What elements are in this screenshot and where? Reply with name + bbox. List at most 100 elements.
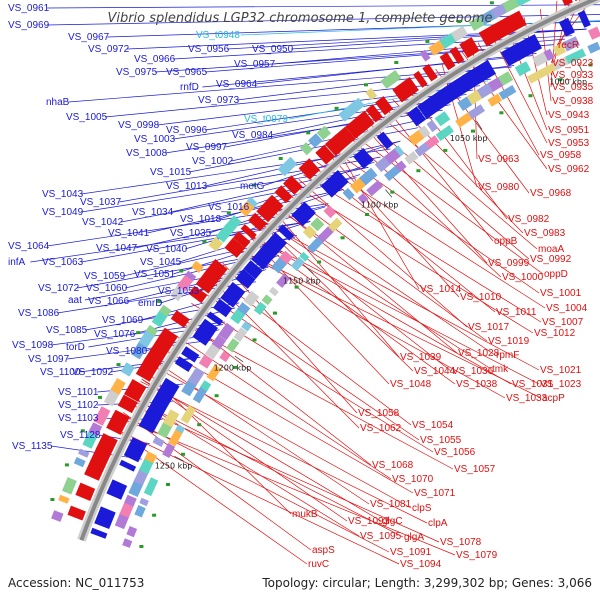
gene-label-forward[interactable]: aat [68, 295, 82, 306]
gene-label-reverse[interactable]: VS_0943 [548, 110, 590, 121]
gene-label-reverse[interactable]: glgA [404, 532, 424, 543]
gene-label-forward[interactable]: VS_1066 [88, 296, 130, 307]
gene-label-reverse[interactable]: VS_0983 [524, 228, 566, 239]
gene-label-forward[interactable]: VS_1042 [82, 217, 124, 228]
gene-label-forward[interactable]: VS_1072 [38, 283, 80, 294]
gene-label-reverse[interactable]: VS_0968 [530, 188, 572, 199]
gene-label-forward[interactable]: VS_1085 [46, 325, 88, 336]
gene-label-forward[interactable]: VS_1060 [86, 283, 128, 294]
gene-label-reverse[interactable]: VS_1062 [360, 423, 402, 434]
gene-label-forward[interactable]: VS_0975 [116, 67, 158, 78]
gene-label-forward[interactable]: rnfD [180, 82, 199, 93]
gene-label-forward[interactable]: VS_1016 [208, 202, 250, 213]
gene-label-reverse[interactable]: VS_1014 [420, 284, 462, 295]
gene-label-reverse[interactable]: VS_1071 [414, 488, 456, 499]
gene-label-forward[interactable]: VS_1051 [134, 269, 176, 280]
gene-label-reverse[interactable]: glgC [382, 516, 403, 527]
gene-label-reverse[interactable]: VS_0992 [530, 254, 572, 265]
gene-label-reverse[interactable]: tmk [492, 364, 509, 375]
gene-label-forward[interactable]: VS_1040 [146, 244, 188, 255]
gene-label-reverse[interactable]: VS_1058 [358, 408, 400, 419]
gene-label-forward[interactable]: VS_1018 [180, 214, 222, 225]
gene-label-reverse[interactable]: VS_1033 [506, 393, 548, 404]
gene-label-reverse[interactable]: VS_0980 [478, 182, 520, 193]
gene-label-reverse[interactable]: VS_1021 [540, 365, 582, 376]
gene-label-reverse[interactable]: VS_1094 [400, 559, 442, 570]
gene-label-forward[interactable]: VS_1053 [158, 286, 200, 297]
gene-label-reverse[interactable]: VS_1044 [414, 366, 456, 377]
gene-label-forward[interactable]: VS_t0948 [196, 30, 240, 41]
gene-label-forward[interactable]: VS_1101 [58, 387, 99, 398]
gene-label-reverse[interactable]: VS_0963 [478, 154, 520, 165]
gene-label-forward[interactable]: torD [66, 342, 85, 353]
gene-label-forward[interactable]: VS_0972 [88, 44, 130, 55]
gene-label-reverse[interactable]: VS_1039 [400, 352, 442, 363]
gene-label-reverse[interactable]: VS_1023 [540, 379, 582, 390]
gene-label-forward[interactable]: infA [8, 257, 26, 268]
gene-label-reverse[interactable]: VS_0962 [548, 164, 590, 175]
gene-label-reverse[interactable]: VS_1000 [502, 272, 544, 283]
gene-label-forward[interactable]: VS_1128 [60, 430, 101, 441]
gene-label-forward[interactable]: VS_0965 [166, 67, 208, 78]
gene-label-reverse[interactable]: VS_1004 [546, 303, 588, 314]
gene-label-forward[interactable]: VS_0998 [118, 120, 160, 131]
gene-label-forward[interactable]: VS_1063 [42, 257, 84, 268]
gene-label-forward[interactable]: VS_1047 [96, 243, 138, 254]
gene-label-forward[interactable]: VS_0996 [166, 125, 208, 136]
gene-label-reverse[interactable]: VS_1048 [390, 379, 432, 390]
gene-label-reverse[interactable]: VS_1068 [372, 460, 414, 471]
gene-label-forward[interactable]: VS_1103 [58, 413, 99, 424]
gene-label-reverse[interactable]: VS_1007 [542, 317, 584, 328]
gene-label-reverse[interactable]: VS_0958 [540, 150, 582, 161]
gene-label-forward[interactable]: VS_1102 [58, 400, 99, 411]
gene-label-forward[interactable]: VS_0957 [234, 59, 276, 70]
gene-label-forward[interactable]: VS_0984 [232, 130, 274, 141]
gene-label-reverse[interactable]: clpA [428, 518, 448, 529]
gene-label-forward[interactable]: VS_0966 [134, 54, 176, 65]
gene-label-forward[interactable]: VS_1008 [126, 148, 168, 159]
gene-label-forward[interactable]: VS_t0979 [244, 114, 288, 125]
gene-label-forward[interactable]: VS_1086 [18, 308, 60, 319]
gene-label-reverse[interactable]: rpmF [496, 350, 519, 361]
gene-label-reverse[interactable]: VS_1093 [348, 516, 390, 527]
gene-label-reverse[interactable]: VS_0935 [552, 82, 594, 93]
gene-label-reverse[interactable]: recR [558, 40, 579, 51]
gene-label-reverse[interactable]: aspS [312, 545, 335, 556]
gene-label-reverse[interactable]: VS_1019 [488, 336, 530, 347]
gene-label-forward[interactable]: VS_0961 [8, 3, 50, 14]
gene-label-reverse[interactable]: VS_0923 [552, 58, 594, 69]
gene-label-forward[interactable]: VS_1043 [42, 189, 84, 200]
gene-label-reverse[interactable]: VS_1055 [420, 435, 462, 446]
gene-label-reverse[interactable]: VS_0933 [552, 70, 594, 81]
gene-label-reverse[interactable]: VS_0982 [508, 214, 550, 225]
gene-label-forward[interactable]: emrD [138, 298, 162, 309]
gene-label-reverse[interactable]: VS_1036 [452, 366, 494, 377]
gene-label-forward[interactable]: VS_1034 [132, 207, 174, 218]
gene-label-forward[interactable]: VS_1098 [12, 340, 54, 351]
gene-label-reverse[interactable]: mukB [292, 509, 318, 520]
gene-label-reverse[interactable]: VS_1095 [360, 531, 402, 542]
gene-label-reverse[interactable]: VS_1001 [540, 288, 582, 299]
gene-label-reverse[interactable]: ruvC [308, 559, 329, 570]
gene-label-forward[interactable]: VS_1015 [150, 167, 192, 178]
gene-label-forward[interactable]: VS_0950 [252, 44, 294, 55]
gene-label-reverse[interactable]: VS_1012 [534, 328, 576, 339]
gene-label-forward[interactable]: VS_1041 [108, 228, 150, 239]
gene-label-reverse[interactable]: VS_1070 [392, 474, 434, 485]
gene-label-reverse[interactable]: VS_0953 [548, 138, 590, 149]
gene-label-reverse[interactable]: moaA [538, 244, 564, 255]
gene-label-reverse[interactable]: VS_1057 [454, 464, 496, 475]
gene-label-reverse[interactable]: VS_1017 [468, 322, 510, 333]
gene-label-forward[interactable]: VS_1045 [140, 257, 182, 268]
gene-label-forward[interactable]: VS_1049 [42, 207, 84, 218]
gene-label-forward[interactable]: VS_1069 [102, 315, 144, 326]
gene-label-forward[interactable]: VS_0967 [68, 32, 110, 43]
gene-label-reverse[interactable]: VS_1028 [458, 348, 500, 359]
gene-label-forward[interactable]: VS_1035 [170, 228, 212, 239]
gene-label-reverse[interactable]: clpS [412, 503, 432, 514]
gene-label-forward[interactable]: VS_1135 [12, 441, 53, 452]
gene-label-reverse[interactable]: VS_1054 [412, 420, 454, 431]
gene-label-reverse[interactable]: VS_0938 [552, 96, 594, 107]
gene-label-forward[interactable]: VS_1080 [106, 346, 148, 357]
gene-label-forward[interactable]: VS_1092 [72, 367, 114, 378]
